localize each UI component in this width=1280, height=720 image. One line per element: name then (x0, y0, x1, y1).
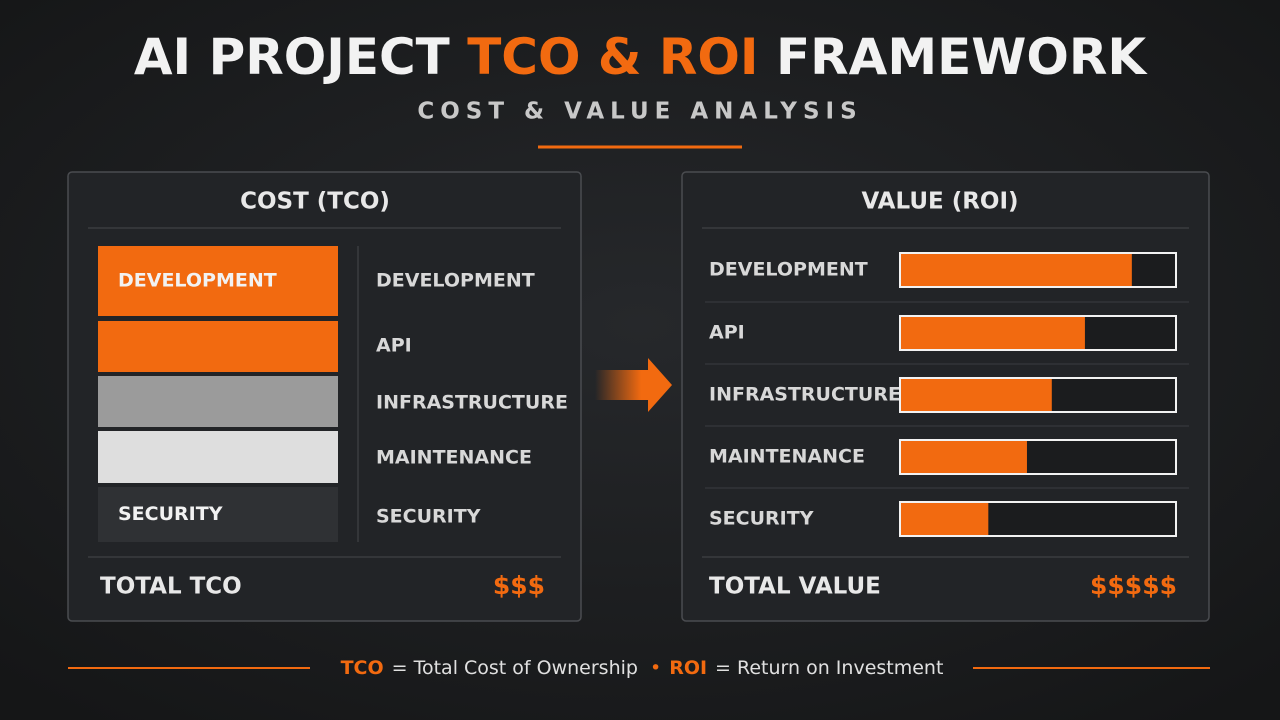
panel-title: VALUE (ROI) (861, 189, 1018, 215)
bar-frame (899, 501, 1177, 537)
block-label: SECURITY (118, 503, 223, 525)
total-value: $$$ (493, 571, 545, 600)
total-label: TOTAL TCO (100, 574, 242, 600)
title-part: AI PROJECT (134, 28, 450, 86)
bar-frame (899, 439, 1177, 475)
cost-block (98, 376, 338, 427)
cost-item: DEVELOPMENT (376, 270, 535, 292)
bar (900, 316, 1085, 350)
subtitle: COST & VALUE ANALYSIS (417, 99, 862, 125)
footer-part: TCO (341, 657, 384, 679)
title-highlight: TCO & ROI (467, 28, 758, 86)
footer-part: = Total Cost of Ownership (392, 657, 638, 679)
cost-block (98, 246, 338, 316)
footer-text: TCO = Total Cost of Ownership • ROI = Return… (341, 657, 944, 679)
block-label: DEVELOPMENT (118, 270, 277, 292)
cost-block (98, 431, 338, 483)
title: AI PROJECT TCO & ROI FRAMEWORK (134, 28, 1149, 86)
bar-frame (899, 377, 1177, 413)
cost-item: INFRASTRUCTURE (376, 392, 568, 414)
title-part: FRAMEWORK (776, 28, 1148, 86)
footer-dot: • (650, 657, 661, 679)
cost-item: MAINTENANCE (376, 447, 532, 469)
footer-part: ROI (669, 657, 707, 679)
total-value: $$$$$ (1090, 571, 1177, 600)
row-label: MAINTENANCE (709, 446, 865, 468)
cost-block (98, 321, 338, 372)
bar (900, 440, 1027, 474)
cost-item: API (376, 335, 412, 357)
row-label: DEVELOPMENT (709, 259, 868, 281)
total-label: TOTAL VALUE (709, 574, 881, 600)
content: COST (TCO) DEVELOPMENT SECURITY DEVELOPMENT… (68, 189, 1210, 679)
cost-item: SECURITY (376, 506, 481, 528)
bar-frame (899, 252, 1177, 288)
bar (900, 378, 1052, 412)
footer-part: = Return on Investment (715, 657, 943, 679)
row-label: SECURITY (709, 508, 814, 530)
row-label: API (709, 322, 745, 344)
bar (900, 253, 1132, 287)
bar-frame (899, 315, 1177, 351)
cost-block (98, 487, 338, 542)
arrow (595, 358, 672, 412)
panel-title: COST (TCO) (240, 189, 390, 215)
row-label: INFRASTRUCTURE (709, 384, 901, 406)
bar (900, 502, 989, 536)
